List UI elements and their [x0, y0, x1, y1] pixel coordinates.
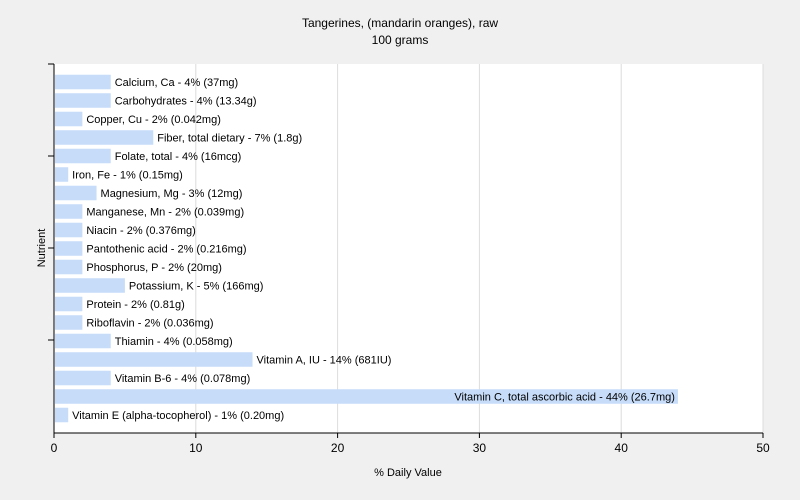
bar-14: [55, 333, 111, 349]
bar-7: [55, 204, 83, 219]
x-tick-label-1: 10: [189, 441, 203, 455]
chart-title: Tangerines, (mandarin oranges), raw: [302, 16, 498, 30]
data-label-8: Niacin - 2% (0.376mg): [86, 225, 195, 237]
bar-3: [55, 130, 154, 145]
bar-15: [55, 352, 253, 367]
data-label-9: Pantothenic acid - 2% (0.216mg): [86, 244, 246, 256]
data-label-5: Iron, Fe - 1% (0.15mg): [72, 170, 183, 182]
data-label-11: Potassium, K - 5% (166mg): [129, 281, 264, 293]
data-label-4: Folate, total - 4% (16mcg): [115, 151, 242, 163]
bar-13: [55, 315, 83, 330]
data-label-2: Copper, Cu - 2% (0.042mg): [86, 114, 221, 126]
data-label-18: Vitamin E (alpha-tocopherol) - 1% (0.20m…: [72, 410, 284, 422]
bar-10: [55, 259, 83, 275]
bar-16: [55, 370, 111, 386]
data-label-12: Protein - 2% (0.81g): [86, 299, 184, 311]
data-labels: Calcium, Ca - 4% (37mg) Carbohydrates - 4…: [72, 77, 675, 422]
x-tick-label-5: 50: [756, 441, 770, 455]
data-label-13: Riboflavin - 2% (0.036mg): [86, 318, 213, 330]
axes: [48, 63, 763, 434]
bar-1: [55, 93, 111, 108]
data-label-17: Vitamin C, total ascorbic acid - 44% (26…: [454, 392, 675, 404]
bar-17: [55, 389, 678, 404]
x-tick-label-3: 30: [473, 441, 487, 455]
data-label-3: Fiber, total dietary - 7% (1.8g): [157, 133, 302, 145]
data-label-7: Manganese, Mn - 2% (0.039mg): [86, 207, 244, 219]
data-label-15: Vitamin A, IU - 14% (681IU): [257, 355, 392, 367]
x-tick-label-0: 0: [51, 441, 58, 455]
bars: [55, 74, 678, 423]
bar-5: [55, 167, 69, 182]
data-label-0: Calcium, Ca - 4% (37mg): [115, 77, 238, 89]
bar-18: [55, 407, 69, 423]
bar-12: [55, 296, 83, 312]
y-axis-title: Nutrient: [36, 229, 48, 268]
bar-9: [55, 241, 83, 256]
data-label-6: Magnesium, Mg - 3% (12mg): [101, 188, 243, 200]
gridlines: [195, 64, 764, 433]
bar-6: [55, 185, 97, 201]
x-axis-title: % Daily Value: [374, 467, 442, 479]
plot-area: [54, 64, 763, 433]
x-tick-label-2: 20: [331, 441, 345, 455]
bar-11: [55, 278, 125, 293]
bar-2: [55, 111, 83, 127]
chart-subtitle: 100 grams: [372, 33, 429, 47]
data-label-10: Phosphorus, P - 2% (20mg): [86, 262, 222, 274]
data-label-1: Carbohydrates - 4% (13.34g): [115, 96, 257, 108]
bar-0: [55, 74, 111, 90]
data-label-14: Thiamin - 4% (0.058mg): [115, 336, 233, 348]
x-tick-labels: 0 10 20 30 40 50: [51, 433, 770, 455]
bar-4: [55, 148, 111, 164]
bar-8: [55, 222, 83, 238]
x-tick-label-4: 40: [615, 441, 629, 455]
data-label-16: Vitamin B-6 - 4% (0.078mg): [115, 373, 251, 385]
